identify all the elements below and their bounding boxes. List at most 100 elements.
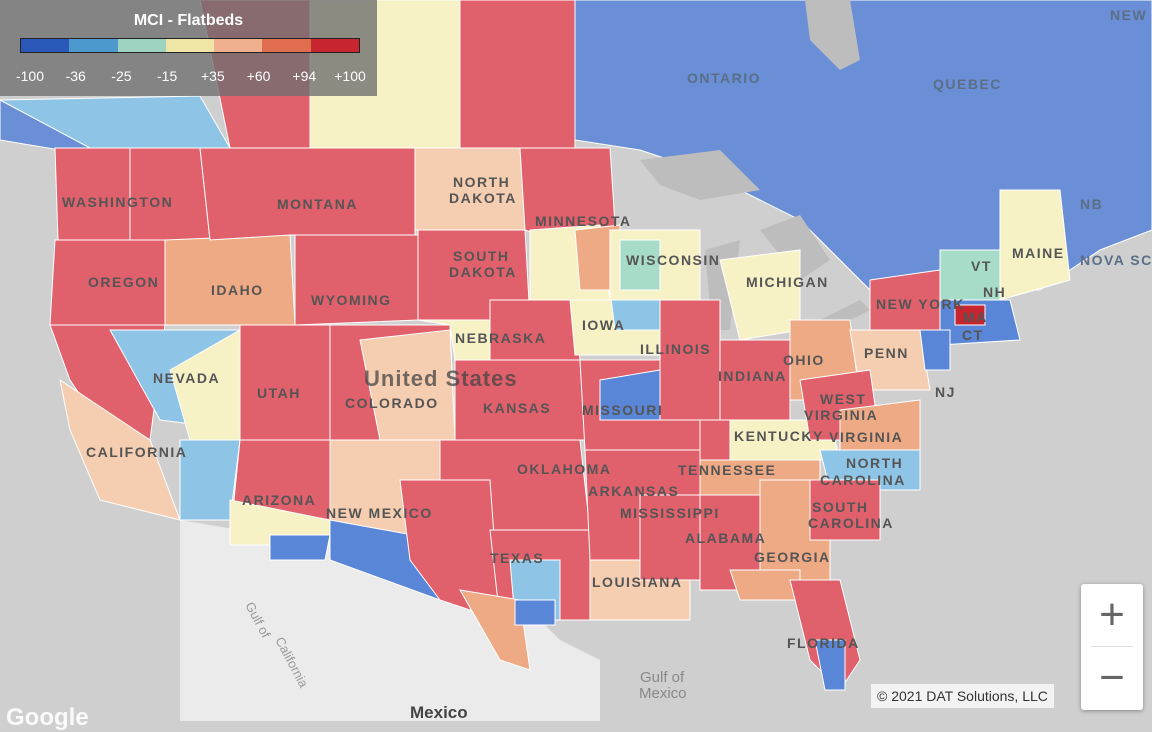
region-idaho [164,234,296,326]
label-arizona: ARIZONA [242,492,316,508]
label-illinois: ILLINOIS [640,341,711,357]
label-north-carolina-1: NORTH [846,455,903,471]
region-maine [999,189,1071,301]
label-new-hampshire: NH [983,284,1006,300]
label-new-jersey: NJ [935,384,956,400]
label-kansas: KANSAS [483,400,551,416]
legend-tick: -36 [65,68,86,84]
legend-tick: -15 [157,68,178,84]
label-vermont: VT [971,258,992,274]
label-north-dakota-2: DAKOTA [449,190,517,206]
region-houston [514,599,556,626]
copyright-notice[interactable]: © 2021 DAT Solutions, LLC [871,684,1054,708]
google-logo[interactable]: Google [6,704,89,731]
label-massachusetts: MA [963,309,988,325]
map-labels: ONTARIO QUEBEC NB NOVA SC NEW AND WASHIN… [62,7,1152,721]
label-louisiana: LOUISIANA [592,574,683,590]
region-arizona-border [269,534,331,561]
label-united-states: United States [364,366,518,391]
region-boston [954,304,986,326]
legend-color-scale [20,38,360,53]
label-indiana: INDIANA [718,368,787,384]
legend-swatch-2 [117,39,166,52]
region-manitoba [459,0,576,149]
region-wisconsin-central [619,239,661,291]
label-gulf-of-mexico-1: Gulf of [640,669,685,686]
label-quebec: QUEBEC [933,76,1002,92]
legend-title: MCI - Flatbeds [133,12,244,29]
label-washington: WASHINGTON [62,194,173,210]
legend-ticks: -100 -36 -25 -15 +35 +60 +94 +100 [12,68,372,86]
label-west-virginia-2: VIRGINIA [804,407,878,423]
lake-superior [640,150,760,200]
legend-tick: -25 [111,68,132,84]
lake-huron [760,215,830,280]
label-minnesota: MINNESOTA [535,213,631,229]
label-connecticut: CT [962,327,984,343]
label-georgia: GEORGIA [754,549,831,565]
legend-tick: +94 [292,68,317,84]
region-florida-south [814,639,846,691]
label-missouri: MISSOURI [582,402,663,418]
legend-swatch-5 [262,39,311,52]
region-texas-west [399,479,501,621]
label-nevada: NEVADA [153,370,220,386]
label-newfoundland: NEW AND [1110,7,1152,23]
label-california: CALIFORNIA [86,444,187,460]
label-michigan: MICHIGAN [746,274,829,290]
label-florida: FLORIDA [787,635,860,651]
label-oklahoma: OKLAHOMA [517,461,611,477]
legend-swatch-6 [310,39,359,52]
region-south-carolina [809,479,881,541]
label-mexico: Mexico [410,703,468,721]
legend-swatch-1 [69,39,118,52]
label-oregon: OREGON [88,274,159,290]
legend-swatch-0 [21,39,70,52]
label-wyoming: WYOMING [311,292,392,308]
label-ontario: ONTARIO [687,70,761,86]
region-wyoming [294,234,419,326]
label-north-carolina-2: CAROLINA [820,472,906,488]
label-new-brunswick: NB [1080,196,1103,212]
region-texas-south [459,589,531,671]
zoom-control: + − [1081,584,1143,710]
region-montana [199,147,416,241]
label-south-carolina-1: SOUTH [812,499,869,515]
legend-tick: +35 [200,68,225,84]
label-kentucky: KENTUCKY [734,428,824,444]
label-pennsylvania: PENN [864,345,909,361]
label-idaho: IDAHO [211,282,264,298]
region-utah [239,324,331,441]
zoom-out-button[interactable]: − [1099,653,1125,702]
region-california [59,378,181,521]
label-alabama: ALABAMA [685,530,766,546]
legend-tick: +60 [246,68,271,84]
label-nebraska: NEBRASKA [455,330,546,346]
label-new-mexico: NEW MEXICO [326,505,433,521]
label-texas: TEXAS [490,550,544,566]
label-arkansas: ARKANSAS [588,483,679,499]
region-new-jersey [919,329,951,371]
label-south-carolina-2: CAROLINA [808,515,894,531]
legend-tick: -100 [15,68,45,84]
label-colorado: COLORADO [345,395,439,411]
zoom-in-button[interactable]: + [1099,590,1125,639]
label-gulf-of-mexico-2: Mexico [639,685,687,702]
label-montana: MONTANA [277,196,358,212]
legend-swatch-3 [165,39,215,52]
mexico-land [180,520,600,721]
label-wisconsin: WISCONSIN [626,252,720,268]
label-tennessee: TENNESSEE [678,462,776,478]
legend-panel: MCI - Flatbeds -100 -36 -25 -15 +35 +60 +94 +10… [0,0,377,96]
label-north-dakota-1: NORTH [453,174,510,190]
label-virginia: VIRGINIA [829,429,903,445]
label-west-virginia-1: WEST [820,391,866,407]
hudson-bay-edge [805,0,860,70]
label-mississippi: MISSISSIPPI [620,505,720,521]
label-maine: MAINE [1012,245,1065,261]
region-florida-panhandle [729,569,801,601]
legend-swatch-4 [214,39,263,52]
label-south-dakota-1: SOUTH [453,248,510,264]
label-utah: UTAH [257,385,301,401]
